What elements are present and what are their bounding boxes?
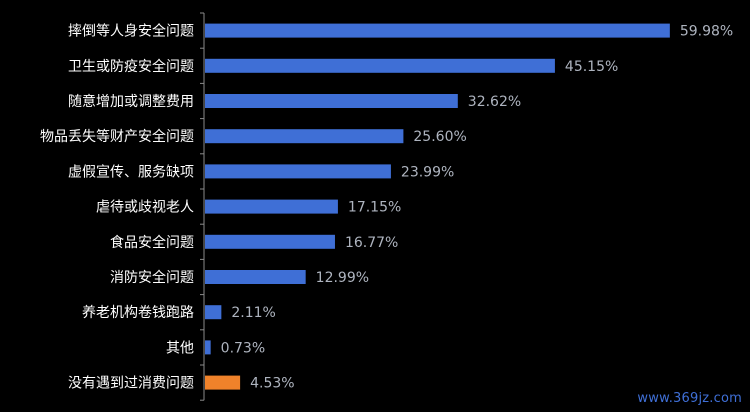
value-label: 32.62%: [468, 94, 521, 110]
category-label: 养老机构卷钱跑路: [82, 305, 194, 321]
value-label: 23.99%: [401, 164, 454, 180]
bar: [205, 129, 404, 144]
value-label: 0.73%: [221, 340, 265, 356]
bar: [205, 305, 222, 320]
bar: [205, 270, 306, 284]
value-label: 2.11%: [231, 305, 275, 321]
bar: [205, 234, 335, 249]
value-label: 17.15%: [348, 200, 401, 216]
bar: [205, 375, 241, 390]
category-label: 摔倒等人身安全问题: [68, 23, 194, 40]
bar: [205, 199, 338, 214]
category-label: 没有遇到过消费问题: [68, 376, 194, 392]
bar: [205, 23, 670, 38]
value-label: 59.98%: [680, 24, 733, 40]
bar: [205, 94, 458, 108]
value-label: 25.60%: [413, 129, 466, 145]
value-label: 45.15%: [565, 59, 618, 75]
category-label: 食品安全问题: [110, 234, 194, 251]
value-label: 16.77%: [345, 235, 398, 251]
bar: [205, 164, 391, 179]
category-label: 随意增加或调整费用: [68, 93, 194, 110]
category-label: 虐待或歧视老人: [96, 200, 194, 216]
category-label: 卫生或防疫安全问题: [68, 58, 194, 75]
category-label: 消防安全问题: [110, 269, 194, 286]
category-label: 物品丢失等财产安全问题: [40, 128, 194, 145]
category-label: 其他: [166, 340, 194, 356]
bar: [205, 58, 555, 73]
value-label: 12.99%: [316, 270, 369, 286]
category-label: 虚假宣传、服务缺项: [68, 164, 194, 180]
value-label: 4.53%: [250, 376, 294, 392]
watermark: www.369jz.com: [637, 391, 742, 406]
bar: [205, 340, 211, 355]
